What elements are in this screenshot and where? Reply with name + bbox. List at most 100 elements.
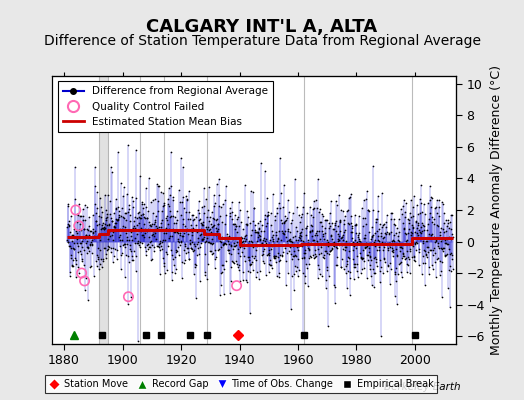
Point xyxy=(112,205,121,212)
Point xyxy=(252,256,260,263)
Point xyxy=(424,200,432,206)
Point xyxy=(189,217,197,224)
Point xyxy=(291,262,299,269)
Point xyxy=(217,238,225,245)
Point xyxy=(435,232,444,239)
Point xyxy=(397,206,405,212)
Point xyxy=(364,257,372,264)
Point xyxy=(152,243,161,250)
Point xyxy=(446,236,455,242)
Point xyxy=(169,196,177,203)
Point xyxy=(372,215,380,222)
Point xyxy=(340,228,348,235)
Point xyxy=(233,246,242,252)
Point xyxy=(149,210,157,216)
Point xyxy=(234,267,243,274)
Point xyxy=(222,212,230,218)
Point xyxy=(182,209,190,216)
Point xyxy=(253,243,261,250)
Point xyxy=(351,212,359,218)
Point xyxy=(369,206,377,213)
Point xyxy=(169,194,178,200)
Point xyxy=(288,273,297,279)
Point xyxy=(132,267,140,274)
Point xyxy=(385,230,393,236)
Point xyxy=(181,243,189,249)
Point xyxy=(409,243,418,249)
Point xyxy=(212,232,220,238)
Point xyxy=(170,270,179,276)
Point xyxy=(177,233,185,239)
Point xyxy=(76,212,84,219)
Point xyxy=(193,252,201,258)
Point xyxy=(274,254,282,260)
Point xyxy=(160,230,168,236)
Point xyxy=(291,252,299,258)
Point xyxy=(404,230,412,236)
Point xyxy=(401,256,410,262)
Point xyxy=(250,204,258,211)
Point xyxy=(67,254,75,261)
Point xyxy=(182,197,191,203)
Point xyxy=(102,217,110,223)
Point xyxy=(221,221,230,227)
Point xyxy=(179,164,188,170)
Point xyxy=(160,202,168,208)
Point xyxy=(130,218,138,224)
Point xyxy=(197,230,205,237)
Point xyxy=(299,255,308,261)
Point xyxy=(431,205,439,211)
Point xyxy=(268,238,277,244)
Point xyxy=(73,240,82,246)
Point xyxy=(378,239,387,246)
Point xyxy=(326,198,335,204)
Point xyxy=(162,217,171,223)
Point xyxy=(310,205,318,212)
Point xyxy=(201,269,210,275)
Point xyxy=(441,252,450,258)
Point xyxy=(85,240,94,247)
Point xyxy=(445,225,453,231)
Point xyxy=(238,243,246,249)
Point xyxy=(356,241,364,247)
Point xyxy=(135,209,144,215)
Point xyxy=(268,228,276,234)
Point xyxy=(242,220,250,227)
Point xyxy=(78,244,86,250)
Point xyxy=(63,220,72,227)
Point xyxy=(409,224,417,230)
Point xyxy=(225,233,233,239)
Point xyxy=(252,246,260,253)
Point xyxy=(437,268,445,274)
Point xyxy=(81,232,90,238)
Point xyxy=(431,239,439,246)
Point xyxy=(103,214,112,220)
Point xyxy=(443,236,451,242)
Point xyxy=(212,225,220,231)
Point xyxy=(222,234,231,240)
Point xyxy=(334,230,342,237)
Point xyxy=(283,240,292,247)
Point xyxy=(354,232,363,238)
Point xyxy=(236,237,244,244)
Point xyxy=(153,227,161,233)
Point xyxy=(202,224,211,230)
Point xyxy=(67,245,75,252)
Point xyxy=(294,246,303,253)
Point xyxy=(134,237,142,244)
Point xyxy=(347,212,355,219)
Point xyxy=(388,248,397,254)
Point xyxy=(210,216,218,223)
Point xyxy=(65,222,73,229)
Point xyxy=(249,242,258,248)
Point xyxy=(130,226,139,232)
Point xyxy=(85,232,93,238)
Point xyxy=(279,230,287,236)
Point xyxy=(366,254,374,260)
Point xyxy=(341,247,349,253)
Point xyxy=(176,199,184,206)
Point xyxy=(208,224,216,230)
Point xyxy=(213,228,221,234)
Point xyxy=(150,244,159,251)
Point xyxy=(77,227,85,233)
